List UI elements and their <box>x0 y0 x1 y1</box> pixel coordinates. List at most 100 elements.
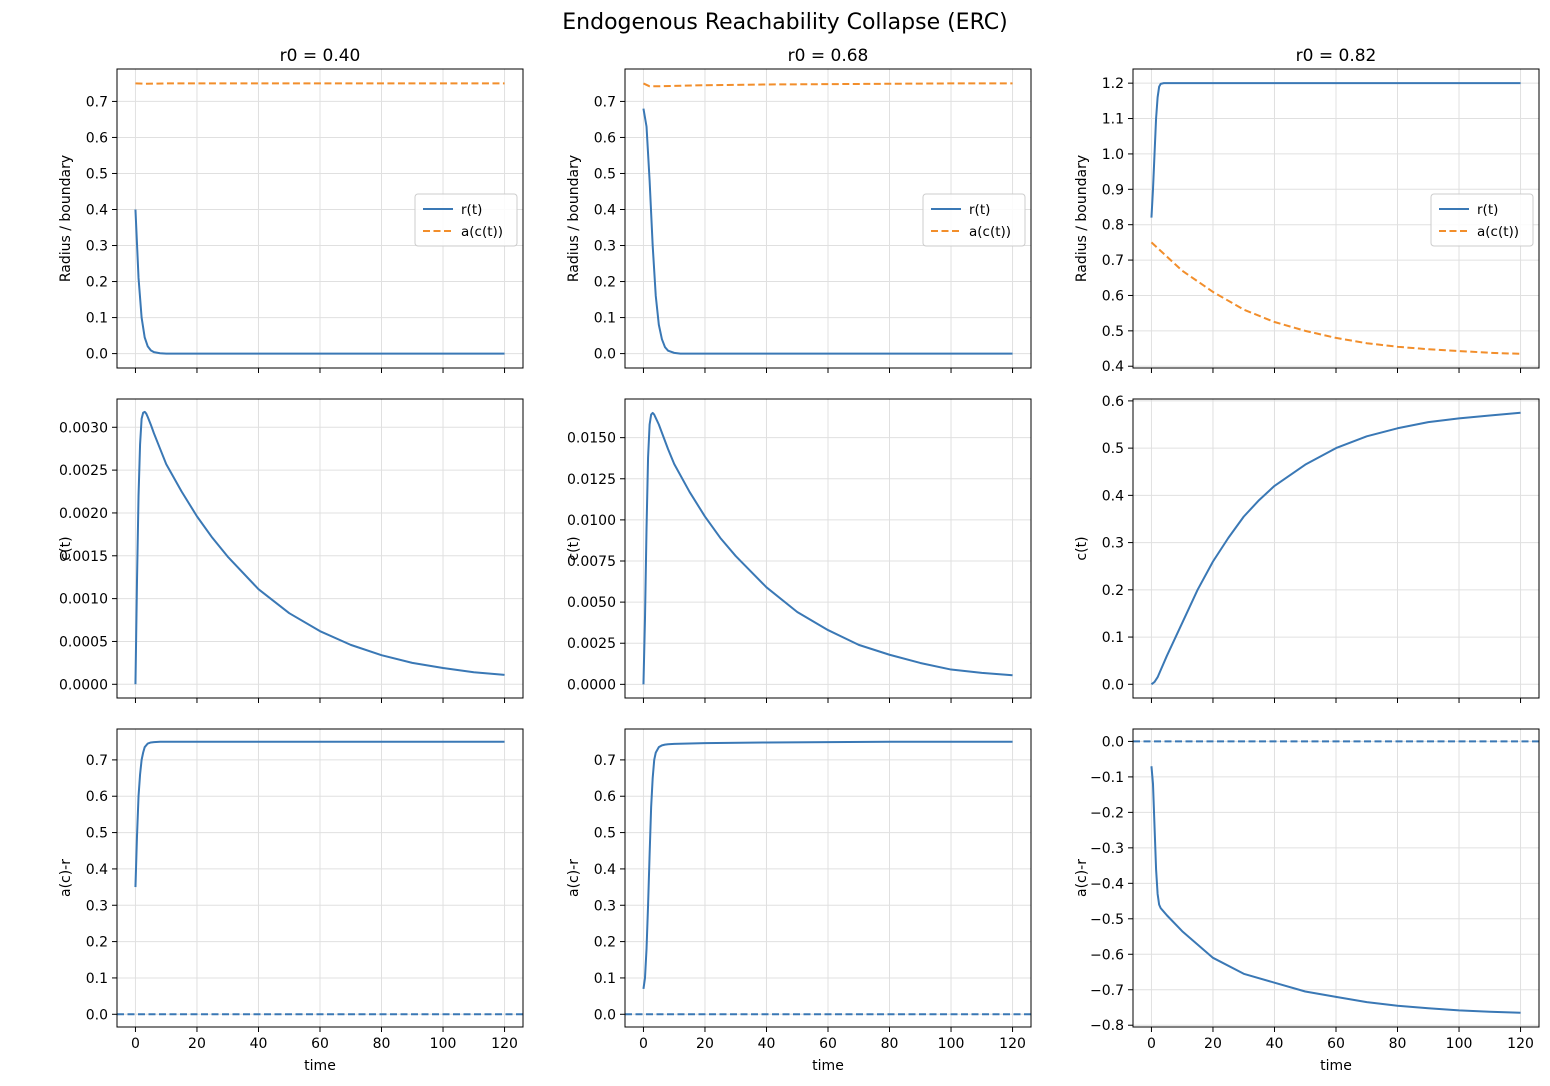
y-tick-label: 1.0 <box>1102 147 1124 163</box>
x-tick-label: 60 <box>311 1036 329 1052</box>
y-tick-label: 0.4 <box>86 202 108 218</box>
legend-label: a(c(t)) <box>969 224 1011 240</box>
y-tick-label: 0.1 <box>86 311 108 327</box>
panel-row1-col3: 0.40.50.60.70.80.91.01.11.2r0 = 0.82Radi… <box>1074 46 1539 375</box>
x-tick-label: 100 <box>430 1036 457 1052</box>
y-tick-label: 0.2 <box>86 275 108 291</box>
y-tick-label: 0.5 <box>86 166 108 182</box>
y-tick-label: 0.7 <box>86 753 108 769</box>
y-tick-label: 0.3 <box>1102 536 1124 552</box>
y-tick-label: 0.6 <box>86 789 108 805</box>
figure-title: Endogenous Reachability Collapse (ERC) <box>562 10 1007 35</box>
y-axis-label: Radius / boundary <box>1074 155 1090 282</box>
y-axis-label: a(c)-r <box>58 859 74 897</box>
y-tick-label: 0.0050 <box>567 595 616 611</box>
y-axis-label: a(c)-r <box>1074 859 1090 897</box>
y-axis-label: Radius / boundary <box>566 155 582 282</box>
y-tick-label: 0.5 <box>594 826 616 842</box>
x-tick-label: 0 <box>131 1036 140 1052</box>
y-tick-label: 0.0000 <box>59 677 108 693</box>
x-tick-label: 80 <box>373 1036 391 1052</box>
y-tick-label: 0.7 <box>1102 253 1124 269</box>
y-tick-label: 0.3 <box>594 239 616 255</box>
y-tick-label: 0.2 <box>594 275 616 291</box>
y-tick-label: 0.4 <box>1102 488 1124 504</box>
y-tick-label: 0.9 <box>1102 182 1124 198</box>
y-tick-label: 0.3 <box>86 239 108 255</box>
x-tick-label: 120 <box>999 1036 1026 1052</box>
y-tick-label: 0.6 <box>594 789 616 805</box>
y-tick-label: 0.6 <box>1102 288 1124 304</box>
panel-title: r0 = 0.40 <box>280 46 361 66</box>
y-tick-label: 0.0025 <box>567 636 616 652</box>
y-tick-label: −0.3 <box>1090 841 1124 857</box>
y-axis-label: Radius / boundary <box>58 155 74 282</box>
y-tick-label: −0.6 <box>1090 947 1124 963</box>
x-tick-label: 40 <box>250 1036 268 1052</box>
panel-row2-col1: 0.00000.00050.00100.00150.00200.00250.00… <box>58 399 523 703</box>
y-tick-label: 0.0 <box>86 347 108 363</box>
y-tick-label: 0.6 <box>594 130 616 146</box>
legend-label: r(t) <box>1477 202 1498 218</box>
x-tick-label: 20 <box>1204 1036 1222 1052</box>
legend-label: r(t) <box>969 202 990 218</box>
y-tick-label: 1.2 <box>1102 76 1124 92</box>
y-tick-label: 0.6 <box>86 130 108 146</box>
y-tick-label: 0.4 <box>86 862 108 878</box>
x-tick-label: 100 <box>938 1036 965 1052</box>
y-tick-label: 0.0 <box>594 1007 616 1023</box>
y-axis-label: c(t) <box>566 536 582 560</box>
x-tick-label: 0 <box>639 1036 648 1052</box>
y-tick-label: 0.0025 <box>59 463 108 479</box>
x-axis-label: time <box>1320 1058 1352 1074</box>
y-tick-label: 0.1 <box>594 311 616 327</box>
y-tick-label: 1.1 <box>1102 112 1124 128</box>
y-tick-label: 0.6 <box>1102 394 1124 410</box>
y-tick-label: 0.7 <box>86 94 108 110</box>
panel-row2-col3: 0.00.10.20.30.40.50.6c(t) <box>1074 394 1539 703</box>
y-tick-label: 0.5 <box>1102 441 1124 457</box>
y-tick-label: 0.8 <box>1102 218 1124 234</box>
y-tick-label: 0.5 <box>86 826 108 842</box>
y-tick-label: 0.5 <box>594 166 616 182</box>
legend-label: a(c(t)) <box>1477 224 1519 240</box>
y-tick-label: 0.0030 <box>59 420 108 436</box>
x-tick-label: 80 <box>881 1036 899 1052</box>
legend: r(t) a(c(t)) <box>1431 194 1533 246</box>
y-tick-label: −0.2 <box>1090 805 1124 821</box>
y-tick-label: 0.7 <box>594 94 616 110</box>
y-tick-label: −0.5 <box>1090 912 1124 928</box>
y-tick-label: 0.1 <box>1102 630 1124 646</box>
y-tick-label: 0.0 <box>1102 734 1124 750</box>
y-tick-label: 0.0 <box>594 347 616 363</box>
y-tick-label: −0.4 <box>1090 876 1124 892</box>
x-tick-label: 60 <box>819 1036 837 1052</box>
y-axis-label: c(t) <box>58 536 74 560</box>
y-tick-label: 0.2 <box>594 935 616 951</box>
y-tick-label: 0.0010 <box>59 592 108 608</box>
legend-label: a(c(t)) <box>461 224 503 240</box>
x-tick-label: 20 <box>188 1036 206 1052</box>
y-tick-label: 0.0125 <box>567 472 616 488</box>
y-tick-label: 0.3 <box>594 898 616 914</box>
x-tick-label: 120 <box>491 1036 518 1052</box>
panel-title: r0 = 0.68 <box>788 46 869 66</box>
x-tick-label: 100 <box>1446 1036 1473 1052</box>
legend: r(t) a(c(t)) <box>415 194 517 246</box>
legend: r(t) a(c(t)) <box>923 194 1025 246</box>
y-tick-label: 0.0000 <box>567 677 616 693</box>
panel-title: r0 = 0.82 <box>1296 46 1377 66</box>
y-tick-label: 0.2 <box>86 935 108 951</box>
panel-row2-col2: 0.00000.00250.00500.00750.01000.01250.01… <box>566 399 1031 703</box>
panel-row1-col1: 0.0 0.1 0.2 0.3 0.4 0.5 0.6 0.7 r0 = 0.40 Radius … <box>58 46 523 373</box>
x-tick-label: 0 <box>1147 1036 1156 1052</box>
y-tick-label: 0.4 <box>594 862 616 878</box>
y-tick-label: 0.7 <box>594 753 616 769</box>
y-tick-label: −0.1 <box>1090 770 1124 786</box>
legend-label: r(t) <box>461 202 482 218</box>
x-axis-label: time <box>812 1058 844 1074</box>
x-tick-label: 40 <box>1266 1036 1284 1052</box>
